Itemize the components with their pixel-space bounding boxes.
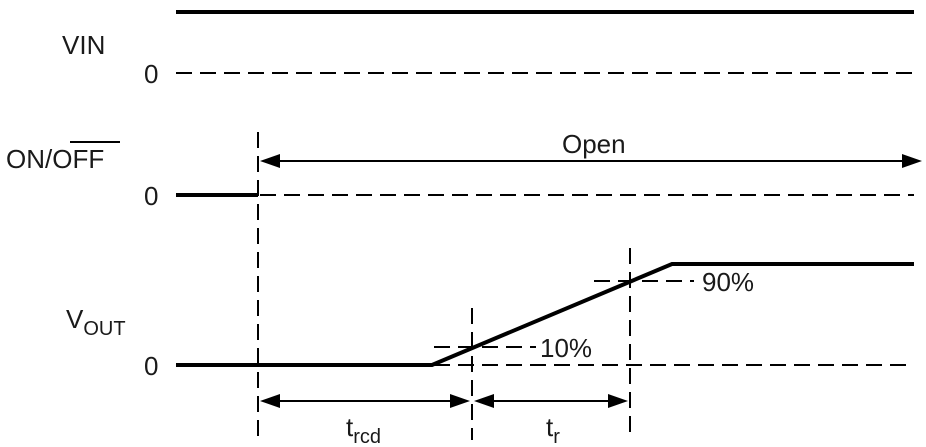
vout-label-sub: OUT: [83, 318, 125, 340]
vout-zero-label: 0: [144, 351, 158, 381]
tr-arrow-right-head: [608, 394, 628, 408]
on-off-label-off: OFF: [52, 144, 104, 174]
on-off-label: ON/OFF: [6, 144, 104, 174]
on-off-zero-label: 0: [144, 181, 158, 211]
on-off-label-on: ON/: [6, 144, 53, 174]
vin-zero-label: 0: [144, 59, 158, 89]
vout-label: VOUT: [66, 304, 126, 340]
tr-label-sub: r: [553, 426, 560, 447]
tr-label-main: t: [546, 412, 554, 442]
trcd-label-main: t: [346, 412, 354, 442]
tr-arrow-left-head: [474, 394, 494, 408]
vout-waveform: [176, 262, 914, 367]
tr-label: tr: [546, 412, 560, 447]
trcd-label: trcd: [346, 412, 381, 447]
trcd-arrow-right-head: [450, 394, 470, 408]
vout-label-main: V: [66, 304, 84, 334]
open-label: Open: [562, 129, 626, 159]
vin-label: VIN: [62, 30, 105, 60]
low-threshold-label: 10%: [540, 333, 592, 363]
open-arrow-left-head: [260, 154, 280, 168]
high-threshold-label: 90%: [702, 267, 754, 297]
trcd-label-sub: rcd: [353, 426, 381, 447]
trcd-arrow-left-head: [260, 394, 280, 408]
open-arrow-right-head: [902, 154, 922, 168]
